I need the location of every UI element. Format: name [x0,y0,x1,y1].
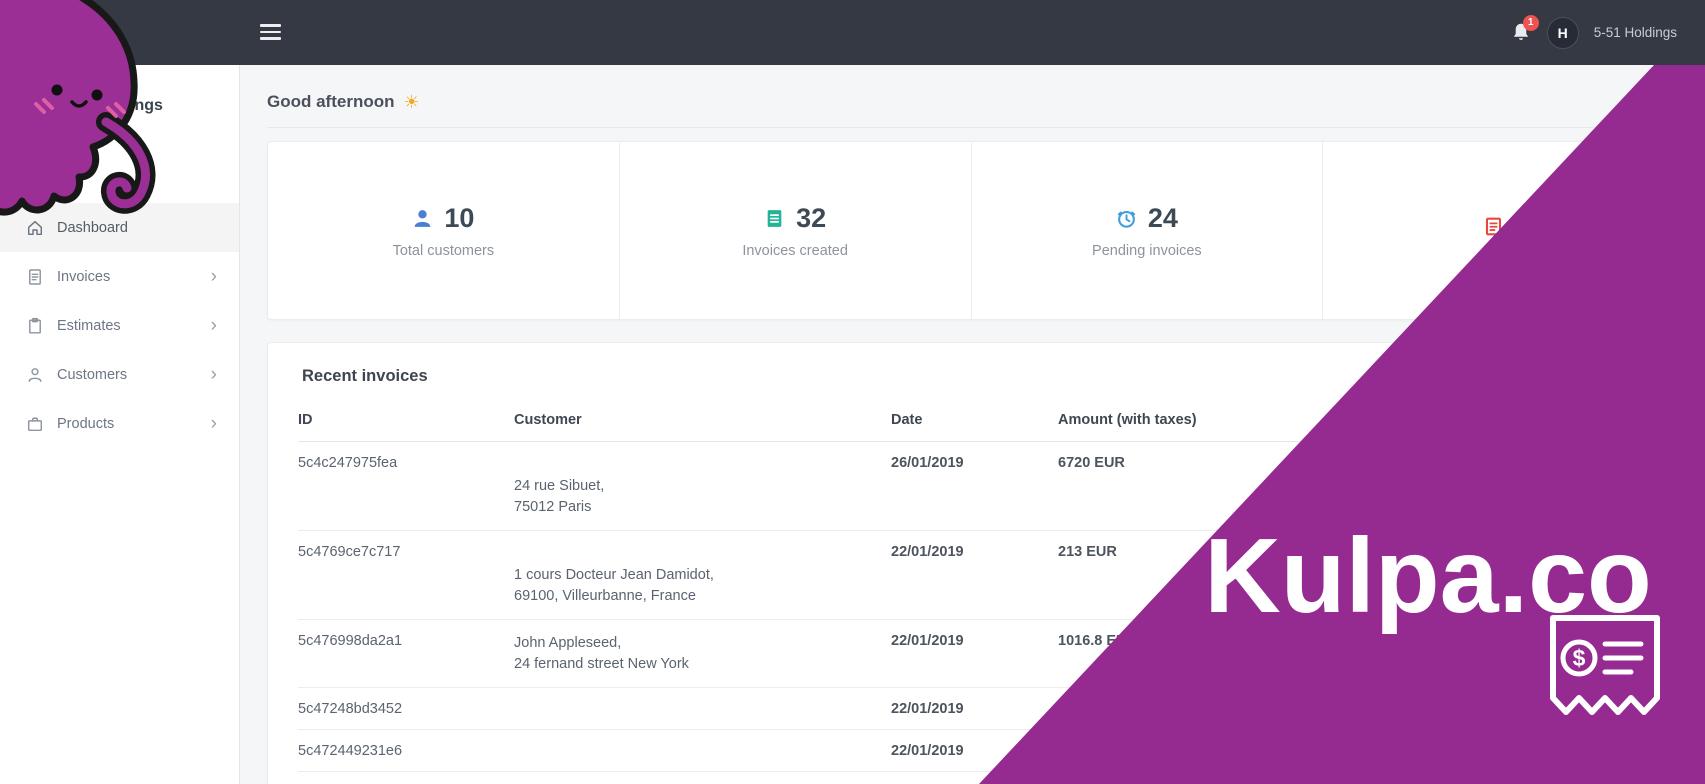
recent-invoices-title: Recent invoices [302,367,428,385]
invoice-icon [29,268,41,285]
stat-total-customers: 10 Total customers [268,142,619,319]
sidebar: 5-51 Holdings Dashboard Invoices › [0,65,240,784]
invoice-customer [514,729,891,772]
invoice-date: 22/01/2019 [891,729,1058,772]
clipboard-icon [29,317,41,334]
stats-card: 10 Total customers 32 Invoices created [267,141,1675,320]
invoice-date: 22/01/2019 [891,530,1058,620]
stat-value: 24 [1147,202,1178,233]
sidebar-item-label: Customers [57,366,128,383]
customer-icon [414,209,431,227]
avatar[interactable]: H [1546,16,1579,49]
sidebar-item-label: Invoices [57,268,111,285]
invoice-amount: 6720 EUR [1058,441,1644,531]
stat-overdue [1322,142,1674,319]
sidebar-item-label: Estimates [57,317,121,334]
table-row[interactable]: 5c4c247975fea 24 rue Sibuet, 75012 Paris… [298,441,1644,531]
stat-value: 10 [444,202,475,233]
col-header-customer: Customer [514,400,891,442]
invoices-created-icon [767,209,782,227]
invoice-id: 5c4769ce7c717 [298,530,514,620]
col-header-date: Date [891,400,1058,442]
stat-pending-invoices: 24 Pending invoices [970,142,1323,319]
invoice-customer: 1 cours Docteur Jean Damidot, 69100, Vil… [514,530,891,620]
chevron-right-icon: › [210,413,217,434]
overdue-document-icon [1485,217,1501,235]
invoice-amount [1058,729,1644,772]
sidebar-item-invoices[interactable]: Invoices › [0,252,239,301]
invoice-date: 26/01/2019 [891,441,1058,531]
sidebar-item-label: Dashboard [57,219,128,236]
page-greeting: Good afternoon [267,92,395,111]
invoice-amount: 213 EUR [1058,530,1644,620]
top-navbar: 1 H 5-51 Holdings [0,0,1705,65]
invoice-amount [1058,687,1644,730]
table-row[interactable]: 5c476998da2a1 John Appleseed, 24 fernand… [298,619,1644,688]
hamburger-menu-button[interactable] [260,24,281,40]
chevron-right-icon: › [210,364,217,385]
invoice-customer: 24 rue Sibuet, 75012 Paris [514,441,891,531]
account-name[interactable]: 5-51 Holdings [1593,25,1677,40]
col-header-amount: Amount (with taxes) [1058,400,1644,442]
greeting-row: Good afternoon ☀ [267,65,1675,128]
recent-invoices-card: Recent invoices ID Customer Date Amount … [267,342,1675,784]
sidebar-item-estimates[interactable]: Estimates › [0,301,239,350]
brand-title: 5-51 Holdings [58,97,163,114]
sidebar-menu: Dashboard Invoices › Estimates › [0,203,239,448]
sidebar-item-products[interactable]: Products › [0,399,239,448]
stat-label: Invoices created [742,242,848,259]
products-icon [27,417,43,431]
sidebar-item-dashboard[interactable]: Dashboard [0,203,239,252]
main-content: Good afternoon ☀ 10 Total customers [240,65,1705,784]
stat-label: Total customers [392,242,495,259]
alarm-clock-icon [1117,210,1135,228]
home-icon [27,220,43,235]
stat-value: 32 [796,202,827,233]
recent-invoices-table: ID Customer Date Amount (with taxes) 5c4… [298,400,1644,772]
customers-icon [28,367,42,382]
table-row[interactable]: 5c472449231e6 22/01/2019 [298,729,1644,772]
sun-icon: ☀ [403,92,420,112]
invoice-amount: 1016.8 EUR [1058,619,1644,688]
notification-badge: 1 [1522,14,1539,31]
invoice-date: 22/01/2019 [891,687,1058,730]
invoice-date: 22/01/2019 [891,619,1058,688]
stat-invoices-created: 32 Invoices created [618,142,971,319]
table-row[interactable]: 5c4769ce7c717 1 cours Docteur Jean Damid… [298,530,1644,620]
stat-label: Pending invoices [1092,242,1202,259]
invoice-id: 5c47248bd3452 [298,687,514,730]
chevron-right-icon: › [210,315,217,336]
invoice-id: 5c476998da2a1 [298,619,514,688]
invoice-id: 5c472449231e6 [298,729,514,772]
invoice-customer: John Appleseed, 24 fernand street New Yo… [514,619,891,688]
invoice-id: 5c4c247975fea [298,441,514,531]
invoice-customer [514,687,891,730]
table-row[interactable]: 5c47248bd3452 22/01/2019 [298,687,1644,730]
sidebar-item-label: Products [57,415,115,432]
notifications-button[interactable]: 1 [1510,14,1539,45]
col-header-id: ID [298,400,514,442]
sidebar-item-customers[interactable]: Customers › [0,350,239,399]
chevron-right-icon: › [210,266,217,287]
